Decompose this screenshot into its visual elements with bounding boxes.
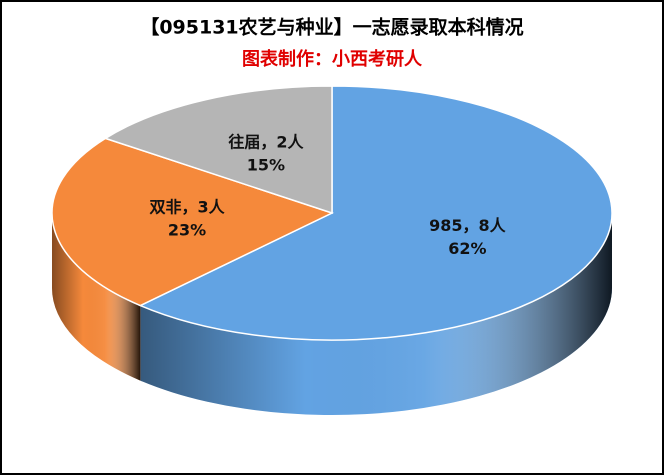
slice-label: 双非，3人 bbox=[149, 198, 225, 217]
slice-value-label: 15% bbox=[247, 156, 285, 175]
pie-tops bbox=[51, 85, 613, 341]
slice-value-label: 23% bbox=[168, 221, 206, 240]
slice-label: 往届，2人 bbox=[228, 133, 304, 152]
slice bbox=[103, 85, 333, 215]
pie-labels: 985，8人 62% 双非，3人 23% 往届，2人 15% bbox=[149, 133, 506, 258]
chart-title: 【095131农艺与种业】一志愿录取本科情况 bbox=[140, 16, 523, 39]
chart-subtitle: 图表制作：小西考研人 bbox=[242, 48, 423, 70]
slice bbox=[51, 137, 334, 307]
slice bbox=[138, 85, 613, 341]
slice-label: 985，8人 bbox=[429, 216, 507, 235]
slice-value-label: 62% bbox=[448, 239, 486, 258]
